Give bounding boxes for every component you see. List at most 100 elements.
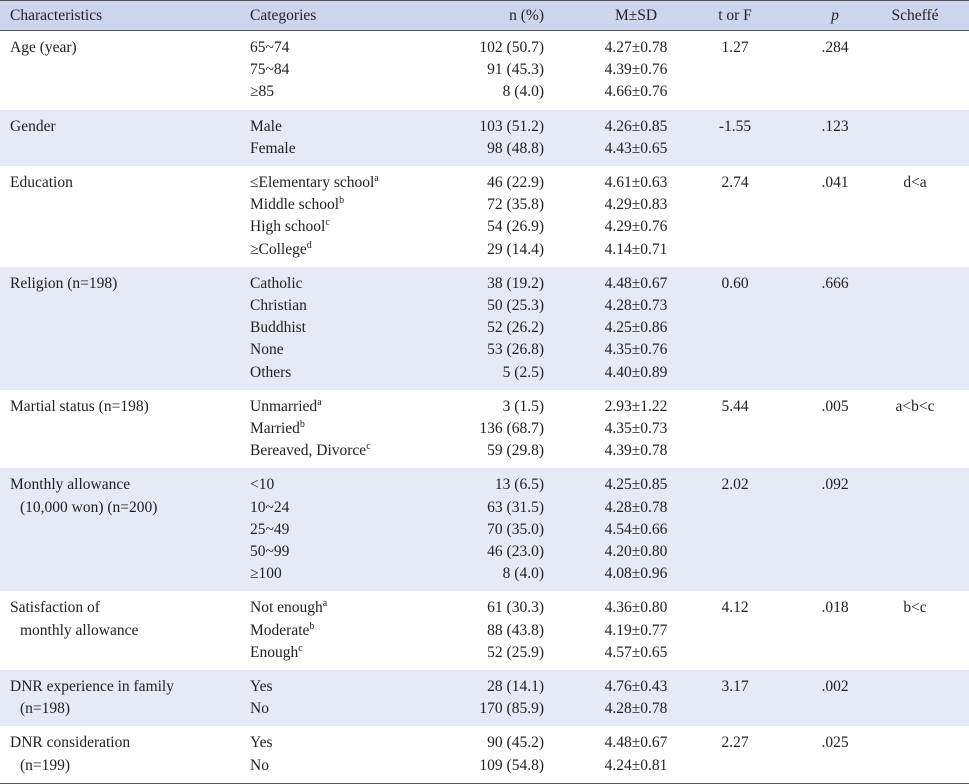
category-label: No xyxy=(250,700,269,718)
row-group: Gender Male 103 (51.2) 4.26±0.85 Female 98 (4… xyxy=(0,109,969,166)
mean-sd-value: 4.29±0.83 xyxy=(604,196,668,214)
category-label: 50~99 xyxy=(250,542,290,560)
characteristic-label: monthly allowance xyxy=(20,621,139,639)
category-label: Moderateb xyxy=(250,620,315,639)
mean-sd-value: 4.48±0.67 xyxy=(604,734,668,752)
p-value: .666 xyxy=(821,274,849,292)
p-value: .025 xyxy=(821,734,849,752)
t-or-f-value: 2.02 xyxy=(721,476,749,494)
scheffe-value: b<c xyxy=(903,599,927,617)
category-label: Middle schoolb xyxy=(250,195,345,214)
category-label: Bereaved, Divorcec xyxy=(250,441,371,460)
mean-sd-value: 4.28±0.78 xyxy=(604,700,668,718)
t-or-f-value: 2.27 xyxy=(721,734,749,752)
characteristic-label: Monthly allowance xyxy=(10,476,131,494)
t-or-f-value: 4.12 xyxy=(721,599,749,617)
t-or-f-value: -1.55 xyxy=(718,117,752,135)
row-group: DNR consideration (n=199) Yes 90 (45.2) 4.48… xyxy=(0,726,969,782)
p-value: .041 xyxy=(821,173,849,191)
header-categories: Categories xyxy=(250,7,317,24)
n-percent-value: 61 (30.3) xyxy=(487,599,544,617)
category-label: No xyxy=(250,756,269,774)
category-label: Others xyxy=(250,363,292,381)
row-group: Satisfaction of monthly allowance Not enou… xyxy=(0,591,969,670)
n-percent-value: 88 (43.8) xyxy=(487,621,544,639)
n-percent-value: 103 (51.2) xyxy=(479,117,544,135)
category-label: Yes xyxy=(250,734,273,752)
mean-sd-value: 4.54±0.66 xyxy=(604,520,668,538)
mean-sd-value: 4.57±0.65 xyxy=(604,643,668,661)
p-value: .018 xyxy=(821,599,849,617)
row-group: DNR experience in family (n=198) Yes 28 (14… xyxy=(0,669,969,727)
characteristic-label: Gender xyxy=(10,117,56,135)
t-or-f-value: 5.44 xyxy=(721,397,749,415)
t-or-f-value: 1.27 xyxy=(721,39,749,56)
group-superscript: c xyxy=(325,217,330,229)
mean-sd-value: 4.26±0.85 xyxy=(604,117,668,135)
header-n-percent: n (%) xyxy=(509,7,544,24)
category-label: Unmarrieda xyxy=(250,396,322,415)
n-percent-value: 52 (25.9) xyxy=(487,643,544,661)
n-percent-value: 3 (1.5) xyxy=(502,397,544,415)
characteristic-label: Education xyxy=(10,173,73,191)
mean-sd-value: 4.66±0.76 xyxy=(604,83,668,101)
category-label: 75~84 xyxy=(250,61,290,79)
n-percent-value: 54 (26.9) xyxy=(487,218,544,236)
characteristic-label: (10,000 won) (n=200) xyxy=(20,498,158,516)
n-percent-value: 136 (68.7) xyxy=(479,419,544,437)
category-label: Yes xyxy=(250,677,273,695)
group-superscript: d xyxy=(306,239,312,251)
category-label: Female xyxy=(250,139,296,157)
t-or-f-value: 2.74 xyxy=(721,173,749,191)
category-label: ≥Colleged xyxy=(250,239,312,258)
group-superscript: c xyxy=(366,441,371,453)
n-percent-value: 53 (26.8) xyxy=(487,341,544,359)
mean-sd-value: 4.14±0.71 xyxy=(604,240,668,258)
n-percent-value: 91 (45.3) xyxy=(487,61,544,79)
category-label: 65~74 xyxy=(250,39,290,56)
scheffe-value: d<a xyxy=(903,173,927,191)
category-label: ≥100 xyxy=(250,565,282,583)
characteristic-label: DNR experience in family xyxy=(10,677,174,695)
category-label: Buddhist xyxy=(250,319,306,337)
mean-sd-value: 4.43±0.65 xyxy=(604,139,668,157)
t-or-f-value: 3.17 xyxy=(721,677,749,695)
mean-sd-value: 4.25±0.86 xyxy=(604,319,668,337)
mean-sd-value: 4.08±0.96 xyxy=(604,565,668,583)
group-superscript: b xyxy=(339,195,345,207)
mean-sd-value: 4.48±0.67 xyxy=(604,274,668,292)
characteristic-label: Age (year) xyxy=(10,39,77,56)
category-label: High schoolc xyxy=(250,217,330,236)
mean-sd-value: 4.28±0.73 xyxy=(604,296,668,314)
characteristic-label: (n=199) xyxy=(20,756,71,774)
group-superscript: c xyxy=(298,642,303,654)
header-m-sd: M±SD xyxy=(614,7,658,24)
row-group: Monthly allowance (10,000 won) (n=200) <10… xyxy=(0,468,969,592)
mean-sd-value: 4.28±0.78 xyxy=(604,498,668,516)
n-percent-value: 46 (23.0) xyxy=(487,542,544,560)
n-percent-value: 98 (48.8) xyxy=(487,139,544,157)
p-value: .002 xyxy=(821,677,849,695)
category-label: Enoughc xyxy=(250,642,303,661)
header-p: p xyxy=(831,7,839,24)
mean-sd-value: 4.76±0.43 xyxy=(604,677,668,695)
n-percent-value: 63 (31.5) xyxy=(487,498,544,516)
header-t-or-f: t or F xyxy=(718,7,752,24)
characteristic-label: Satisfaction of xyxy=(10,599,100,617)
scheffe-value: a<b<c xyxy=(895,397,935,415)
group-superscript: b xyxy=(309,620,315,632)
n-percent-value: 52 (26.2) xyxy=(487,319,544,337)
group-superscript: a xyxy=(322,598,328,610)
n-percent-value: 50 (25.3) xyxy=(487,296,544,314)
row-group: Religion (n=198) Catholic 38 (19.2) 4.48±0.… xyxy=(0,266,969,390)
category-label: 10~24 xyxy=(250,498,290,516)
mean-sd-value: 4.24±0.81 xyxy=(604,756,668,774)
n-percent-value: 70 (35.0) xyxy=(487,520,544,538)
mean-sd-value: 4.61±0.63 xyxy=(604,173,668,191)
category-label: ≤Elementary schoola xyxy=(250,172,379,191)
table-header: Characteristics Categories n (%) M±SD t … xyxy=(0,0,969,31)
p-value: .092 xyxy=(821,476,849,494)
n-percent-value: 38 (19.2) xyxy=(487,274,544,292)
mean-sd-value: 4.39±0.76 xyxy=(604,61,668,79)
category-label: None xyxy=(250,341,284,359)
